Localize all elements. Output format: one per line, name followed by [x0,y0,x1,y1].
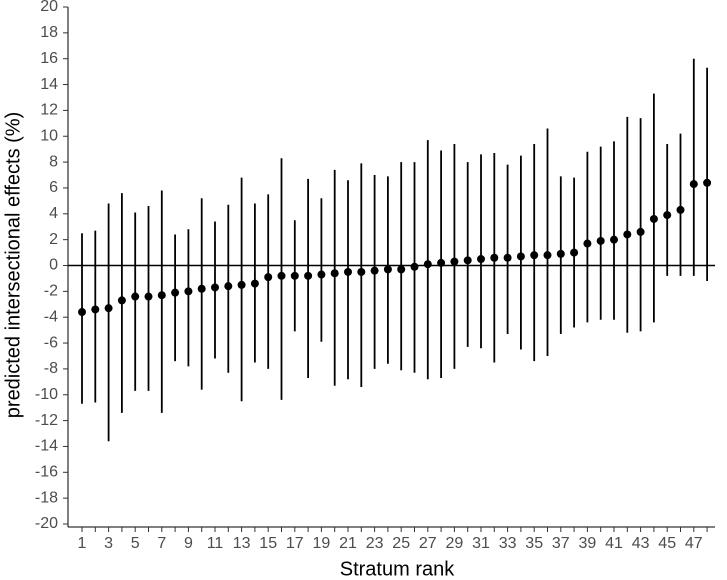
point [304,272,312,280]
point [663,211,671,219]
point [145,293,153,301]
point [238,281,246,289]
x-tick-label: 13 [233,535,251,552]
y-tick-label: -16 [35,464,58,481]
point [331,269,339,277]
y-tick-label: -4 [44,308,58,325]
y-axis-title: predicted intersectional effects (%) [2,112,24,418]
point [544,251,552,259]
x-tick-label: 33 [499,535,517,552]
x-tick-label: 1 [78,535,87,552]
y-tick-label: -12 [35,412,58,429]
y-tick-label: 16 [40,50,58,67]
point [171,289,179,297]
point [118,296,126,304]
point [158,291,166,299]
x-tick-label: 21 [339,535,357,552]
y-tick-label: 8 [49,153,58,170]
x-tick-label: 17 [286,535,304,552]
x-tick-label: 11 [207,535,224,552]
point [450,258,458,266]
point [437,259,445,267]
x-tick-label: 19 [313,535,331,552]
x-tick-label: 29 [446,535,464,552]
x-tick-label: 31 [472,535,490,552]
point [184,287,192,295]
x-tick-label: 9 [184,535,193,552]
x-tick-label: 35 [525,535,543,552]
y-tick-label: 10 [40,127,58,144]
point [91,305,99,313]
x-tick-label: 45 [658,535,676,552]
x-tick-label: 41 [605,535,623,552]
x-tick-label: 47 [685,535,703,552]
point [411,263,419,271]
point [291,272,299,280]
point [344,268,352,276]
y-tick-label: 14 [40,76,58,93]
point [424,260,432,268]
y-tick-label: 12 [40,102,58,119]
point [557,250,565,258]
point [690,180,698,188]
x-tick-label: 7 [157,535,166,552]
point [224,282,232,290]
x-tick-label: 39 [579,535,597,552]
point [677,206,685,214]
point [490,254,498,262]
point [517,252,525,260]
point [570,249,578,257]
x-tick-label: 3 [104,535,113,552]
x-tick-label: 43 [632,535,650,552]
y-tick-label: 6 [49,179,58,196]
point [78,308,86,316]
x-tick-label: 15 [259,535,277,552]
point [650,215,658,223]
point [464,256,472,264]
point [530,251,538,259]
point [504,254,512,262]
y-tick-label: -6 [44,334,58,351]
point [597,237,605,245]
y-tick-label: -14 [35,438,58,455]
point [371,267,379,275]
point [105,304,113,312]
y-tick-label: 18 [40,24,58,41]
x-tick-label: 25 [392,535,410,552]
y-tick-label: -20 [35,515,58,532]
point [198,285,206,293]
x-tick-label: 5 [131,535,140,552]
chart: Stratum rank predicted intersectional ef… [0,0,727,580]
page: Stratum rank predicted intersectional ef… [0,0,727,580]
y-tick-label: -18 [35,489,58,506]
point [623,230,631,238]
point [211,283,219,291]
point [637,228,645,236]
x-axis-title: Stratum rank [340,558,455,580]
point [397,265,405,273]
point [477,255,485,263]
y-tick-label: 2 [49,231,58,248]
y-tick-label: 20 [40,0,58,15]
point [583,240,591,248]
y-tick-label: -2 [44,283,58,300]
point [384,265,392,273]
point [278,272,286,280]
point [703,179,711,187]
point [264,273,272,281]
point [317,271,325,279]
x-tick-label: 27 [419,535,437,552]
y-tick-label: 4 [49,205,58,222]
point [131,293,139,301]
y-tick-label: -8 [44,360,58,377]
x-tick-label: 23 [366,535,384,552]
point [251,280,259,288]
y-tick-label: 0 [49,257,58,274]
y-tick-label: -10 [35,386,58,403]
point [357,268,365,276]
point [610,236,618,244]
x-tick-label: 37 [552,535,570,552]
